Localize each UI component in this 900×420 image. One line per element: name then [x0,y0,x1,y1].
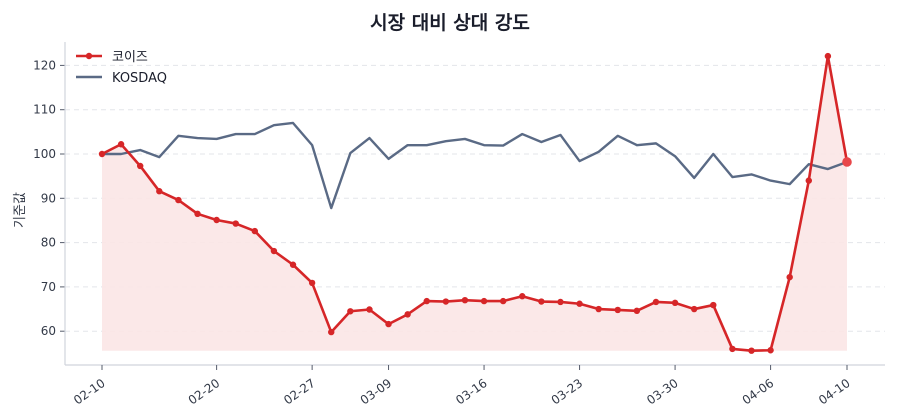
koiz-point-marker [652,298,660,306]
koiz-point-marker [366,306,373,313]
koiz-fill-area [102,56,847,351]
koiz-point-marker [347,308,354,315]
series-lines [98,52,852,354]
koiz-point-marker [232,220,239,227]
x-tick-label: 04-06 [740,376,777,407]
koiz-point-marker [690,305,698,313]
legend-label-kosdaq: KOSDAQ [112,71,167,86]
koiz-point-marker [328,328,335,336]
koiz-point-marker [729,345,736,353]
chart-title: 시장 대비 상대 강도 [370,12,530,34]
x-tick-label: 03-16 [453,376,490,407]
koiz-last-point-marker [842,157,852,167]
koiz-point-marker [404,311,411,318]
koiz-point-marker [557,298,564,306]
series-fill-area [102,56,847,351]
koiz-point-marker [824,52,832,60]
koiz-point-marker [385,320,392,328]
x-tick-label: 03-23 [549,376,586,407]
koiz-point-marker [633,307,641,315]
y-tick-label: 110 [33,103,56,117]
kosdaq-line [102,121,848,210]
koiz-point-marker [748,347,755,354]
koiz-point-marker [117,141,125,148]
koiz-point-marker [671,299,679,307]
koiz-point-marker [576,300,583,307]
axes [60,42,885,370]
koiz-point-marker [137,162,144,170]
koiz-point-marker [270,247,278,255]
koiz-point-marker [194,210,201,218]
koiz-point-marker [499,297,507,305]
koiz-point-marker [786,273,793,281]
koiz-point-marker [98,150,106,158]
legend-marker-icon [85,52,93,60]
y-tick-label: 100 [33,147,56,161]
legend: 코이즈 KOSDAQ [76,50,167,86]
koiz-point-marker [213,216,220,224]
x-tick-label: 03-09 [358,376,395,407]
koiz-point-marker [156,188,163,195]
y-axis-label: 기준값 [13,192,28,228]
legend-label-koiz: 코이즈 [112,50,148,65]
koiz-point-marker [423,297,430,305]
koiz-point-marker [538,298,545,305]
y-tick-label: 120 [33,58,56,72]
koiz-point-marker [595,305,602,313]
koiz-point-marker [251,227,259,235]
koiz-point-marker [442,298,450,305]
x-tick-label: 04-10 [816,376,853,407]
koiz-point-marker [767,347,774,354]
koiz-point-marker [461,296,469,304]
x-tick-label: 02-27 [281,376,318,407]
x-tick-label: 03-30 [644,376,681,407]
koiz-point-marker [480,297,488,305]
koiz-point-marker [614,306,621,314]
x-tick-label: 02-20 [186,376,223,407]
x-tick-label: 02-10 [71,376,108,407]
koiz-point-marker [805,177,812,184]
koiz-point-marker [710,301,717,309]
koiz-point-marker [175,196,182,204]
koiz-point-marker [308,279,316,287]
koiz-line [101,54,849,352]
y-tick-label: 80 [41,236,56,250]
y-tick-label: 60 [41,324,56,338]
y-tick-label: 90 [41,191,56,205]
koiz-point-marker [289,261,297,268]
y-tick-label: 70 [41,280,56,294]
koiz-point-marker [519,293,526,300]
